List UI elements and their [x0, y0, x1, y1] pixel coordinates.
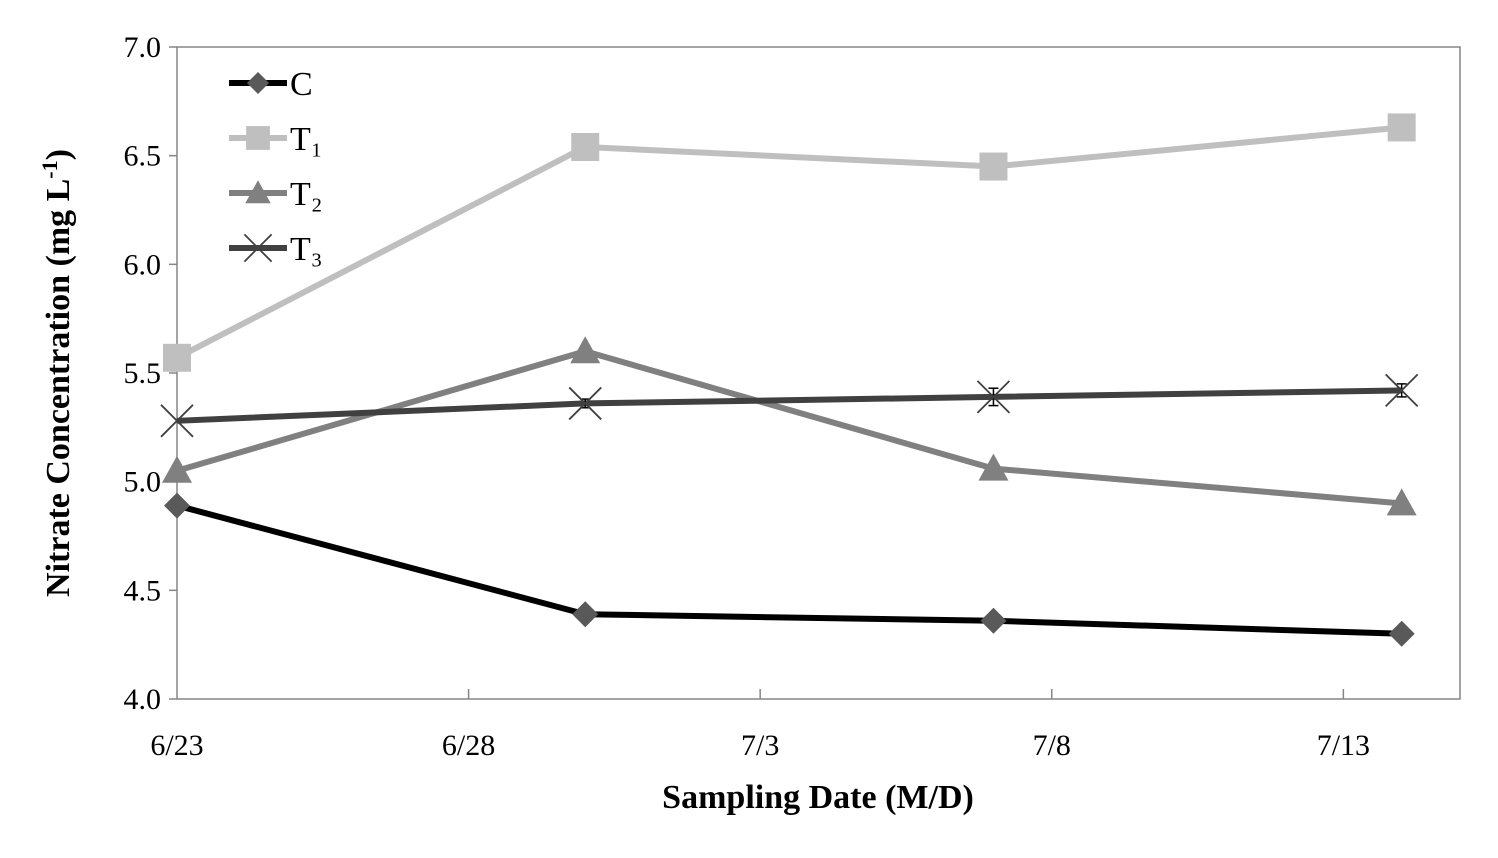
data-point-triangle — [162, 455, 192, 483]
data-point-square — [1387, 113, 1416, 142]
data-point-triangle — [245, 180, 271, 204]
data-point-square — [246, 126, 270, 150]
x-tick-label: 6/28 — [442, 729, 495, 762]
x-marker-stroke — [1385, 373, 1419, 408]
series-0 — [164, 492, 1415, 647]
y-tick-label: 7.0 — [124, 31, 162, 64]
legend-label: C — [290, 66, 313, 103]
data-point-x — [243, 233, 273, 263]
x-axis-title: Sampling Date (M/D) — [662, 779, 974, 816]
series-line — [175, 124, 1402, 361]
legend-label: T₁ — [290, 121, 323, 158]
legend: C T₁ T₂ T₃ — [229, 66, 323, 268]
legend-label: T₃ — [290, 231, 323, 268]
y-tick-label: 5.0 — [124, 466, 162, 499]
data-point-diamond — [1388, 620, 1415, 647]
data-point-x — [976, 380, 1011, 414]
y-axis-title-main: Nitrate Concentration (mg L — [40, 179, 77, 597]
legend-item: T₂ — [229, 176, 323, 213]
x-axis: 6/23 6/28 7/3 7/8 7/13 — [150, 689, 1370, 762]
data-point-x — [568, 386, 602, 421]
legend-item: T₃ — [229, 231, 323, 268]
legend-item: T₁ — [229, 121, 323, 158]
y-axis: 4.0 4.5 5.0 5.5 6.0 6.5 7.0 — [124, 31, 177, 716]
y-axis-title: Nitrate Concentration (mg L-1) — [37, 149, 78, 597]
y-axis-title-close: ) — [40, 149, 77, 160]
data-point-square — [163, 343, 191, 372]
data-point-diamond — [164, 492, 190, 519]
data-point-x — [1385, 373, 1419, 408]
x-marker-stroke — [976, 380, 1011, 414]
y-tick-label: 6.5 — [124, 140, 162, 173]
series-1 — [163, 113, 1416, 372]
data-point-diamond — [980, 607, 1007, 634]
x-marker-stroke — [243, 233, 273, 263]
y-axis-title-sup: -1 — [37, 160, 62, 178]
y-tick-label: 6.0 — [124, 248, 162, 281]
data-point-diamond — [572, 601, 599, 628]
data-point-triangle — [570, 336, 601, 364]
data-point-triangle — [1386, 488, 1417, 516]
series-3 — [160, 373, 1419, 438]
y-tick-label: 4.5 — [124, 574, 162, 607]
data-point-square — [571, 132, 600, 161]
data-point-triangle — [978, 453, 1009, 481]
x-tick-label: 6/23 — [150, 729, 203, 762]
y-tick-label: 5.5 — [124, 357, 162, 390]
y-tick-label: 4.0 — [124, 683, 162, 716]
data-point-diamond — [246, 71, 270, 95]
x-marker-stroke — [568, 386, 602, 421]
x-marker-stroke — [160, 404, 194, 438]
data-point-x — [160, 404, 194, 438]
x-tick-label: 7/3 — [741, 729, 779, 762]
series-layer — [160, 113, 1419, 647]
legend-item: C — [229, 66, 313, 103]
x-tick-label: 7/8 — [1033, 729, 1071, 762]
plot-area — [176, 46, 1461, 700]
series-line — [176, 502, 1402, 637]
legend-label: T₂ — [290, 176, 323, 213]
data-point-square — [979, 152, 1008, 181]
series-line — [176, 387, 1402, 424]
x-tick-label: 7/13 — [1317, 729, 1370, 762]
